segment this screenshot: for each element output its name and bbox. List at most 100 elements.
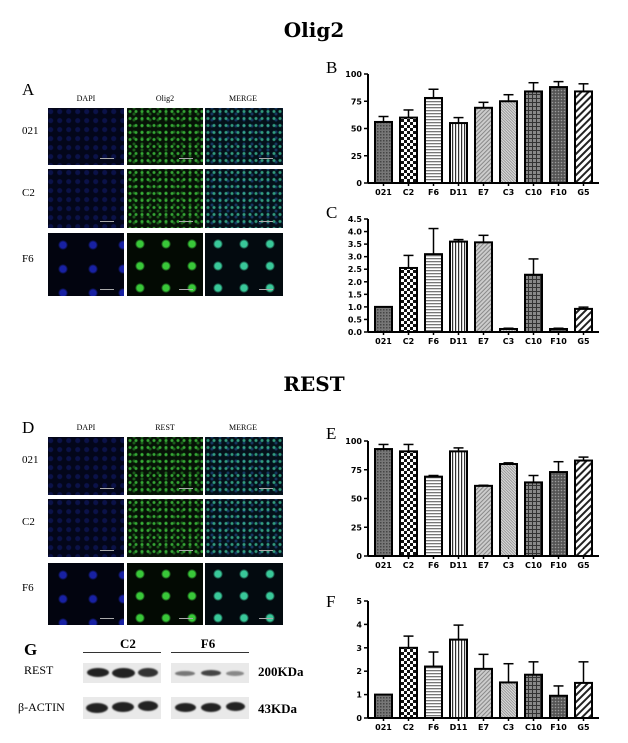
y-tick-label: 1 — [356, 691, 362, 700]
scale-bar — [100, 221, 114, 222]
bar-c3 — [499, 681, 518, 719]
panel-label-e: E — [326, 424, 337, 443]
panel-label-c: C — [326, 203, 338, 222]
y-tick-label: 25 — [351, 152, 363, 161]
y-tick-label: 0 — [356, 552, 362, 561]
micrograph-dapi-f6 — [48, 233, 124, 296]
column-label: DAPI — [76, 423, 96, 432]
micrograph-dapi-021 — [48, 437, 124, 495]
bar-f6 — [424, 253, 443, 333]
bar-021 — [374, 448, 393, 557]
y-tick-label: 3.5 — [348, 240, 363, 249]
micrograph-merge-f6 — [205, 233, 283, 296]
scale-bar — [259, 618, 273, 619]
x-tick-label: E7 — [478, 188, 489, 197]
x-tick-label: C2 — [403, 337, 414, 346]
wb-blot-rest-f6 — [171, 663, 249, 683]
chart-f-rest-expression: 0 1 2 3 4 5 021 C2 F6 D11 E7 C3 C10 F10 G5 — [356, 597, 599, 732]
x-tick-label: F6 — [428, 337, 439, 346]
micrograph-dapi-f6 — [48, 563, 124, 625]
micrograph-merge-c2 — [205, 169, 283, 228]
scale-bar — [179, 221, 193, 222]
y-tick-label: 100 — [345, 437, 362, 446]
x-tick-label: G5 — [577, 337, 590, 346]
bar-d11 — [449, 122, 468, 184]
x-tick-label: C3 — [503, 188, 514, 197]
x-tick-label: G5 — [577, 561, 590, 570]
scale-bar — [100, 550, 114, 551]
bar-d11 — [449, 240, 468, 333]
x-tick-label: F10 — [550, 188, 567, 197]
micrograph-rest-021 — [127, 437, 203, 495]
x-tick-label: G5 — [577, 723, 590, 732]
y-tick-label: 50 — [351, 495, 363, 504]
x-tick-label: F6 — [428, 723, 439, 732]
column-label: Olig2 — [155, 94, 175, 103]
x-tick-label: C3 — [503, 337, 514, 346]
row-label: F6 — [22, 252, 34, 265]
x-tick-label: F10 — [550, 337, 567, 346]
x-tick-label: F6 — [428, 188, 439, 197]
row-label: F6 — [22, 582, 34, 594]
chart-e-rest-percent: 0 25 50 75 100 021 C2 F6 D11 E7 C3 C10 F10 G5 — [345, 437, 599, 570]
y-tick-label: 3 — [356, 644, 362, 653]
micrograph-olig2-021 — [127, 108, 203, 165]
row-label: 021 — [22, 454, 39, 466]
row-label: 021 — [22, 124, 39, 137]
bar-f6 — [424, 665, 443, 719]
chart-b-olig2-percent: 0 25 50 75 100 021 C2 F6 D11 E7 C3 C10 F10 G5 — [345, 70, 599, 197]
x-tick-label: G5 — [577, 188, 590, 197]
micrograph-dapi-021 — [48, 108, 124, 165]
x-tick-label: 021 — [375, 723, 392, 732]
y-tick-label: 3.0 — [348, 253, 363, 262]
bar-021 — [374, 120, 393, 184]
bar-f10 — [549, 694, 568, 719]
x-tick-label: C2 — [403, 723, 414, 732]
y-tick-label: 1.0 — [348, 303, 363, 312]
y-tick-label: 50 — [351, 125, 363, 134]
bar-f10 — [549, 327, 568, 333]
bar-c10 — [524, 273, 543, 333]
y-tick-label: 0.0 — [348, 328, 363, 337]
bar-f10 — [549, 86, 568, 184]
y-tick-label: 5 — [356, 597, 362, 606]
wb-group-line — [83, 652, 161, 653]
scale-bar — [179, 158, 193, 159]
row-label: C2 — [22, 186, 35, 199]
x-tick-label: 021 — [375, 561, 392, 570]
x-tick-label: E7 — [478, 561, 489, 570]
scale-bar — [259, 221, 273, 222]
bar-c2 — [399, 116, 418, 184]
micrograph-dapi-c2 — [48, 499, 124, 557]
wb-group-c2: C2 — [120, 636, 136, 651]
bar-f10 — [549, 471, 568, 557]
x-tick-label: 021 — [375, 188, 392, 197]
x-tick-label: C3 — [503, 561, 514, 570]
micrograph-olig2-f6 — [127, 233, 203, 296]
micrograph-rest-f6 — [127, 563, 203, 625]
scale-bar — [100, 488, 114, 489]
bar-e7 — [474, 484, 493, 557]
wb-row-label: β-ACTIN — [18, 700, 65, 714]
bar-e7 — [474, 241, 493, 333]
scale-bar — [100, 618, 114, 619]
x-tick-label: F6 — [428, 561, 439, 570]
x-tick-label: C2 — [403, 188, 414, 197]
micrograph-merge-021 — [205, 108, 283, 165]
x-tick-label: F10 — [550, 723, 567, 732]
y-tick-label: 75 — [351, 466, 363, 475]
bar-c2 — [399, 646, 418, 719]
x-tick-label: 021 — [375, 337, 392, 346]
wb-blot-actin-c2 — [83, 697, 161, 719]
olig2-title: Olig2 — [283, 18, 345, 42]
scale-bar — [259, 158, 273, 159]
scale-bar — [179, 488, 193, 489]
micrograph-merge-021 — [205, 437, 283, 495]
micrograph-merge-c2 — [205, 499, 283, 557]
bar-c10 — [524, 673, 543, 719]
y-tick-label: 4.5 — [348, 215, 363, 224]
wb-group-line — [171, 652, 249, 653]
scale-bar — [179, 289, 193, 290]
y-tick-label: 4.0 — [348, 228, 363, 237]
bar-d11 — [449, 450, 468, 558]
